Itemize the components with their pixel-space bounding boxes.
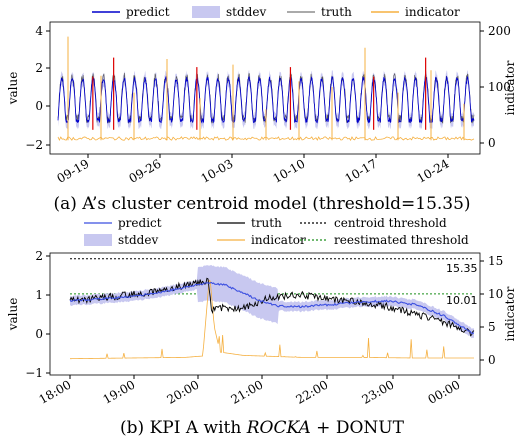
- x-tick-label-a: 10-03: [199, 156, 236, 185]
- x-tick-label-a: 09-19: [55, 156, 92, 185]
- x-tick-label-a: 10-10: [271, 156, 308, 185]
- plot-area-a: [49, 21, 481, 155]
- y2-axis-title-a: indicator: [503, 60, 517, 115]
- legend-b-centroid: centroid threshold: [334, 216, 447, 230]
- legend-b-truth: truth: [251, 216, 282, 230]
- legend-b-reestimated: reestimated threshold: [334, 233, 469, 247]
- caption-a: (a) A’s cluster centroid model (threshol…: [53, 194, 470, 214]
- y2-tick-label-a: 0: [488, 136, 496, 150]
- legend-b-stddev: stddev: [118, 233, 158, 247]
- x-tick-label-a: 09-26: [127, 156, 164, 185]
- y2-axis-b: 15 10 5 0 indicator: [480, 254, 517, 367]
- caption-b-italic: ROCKA: [246, 418, 311, 438]
- y2-tick-label-b: 0: [488, 353, 496, 367]
- x-tick-label-b: 21:00: [229, 377, 266, 406]
- legend-a: predict stddev truth indicator: [92, 5, 460, 19]
- x-axis-a: 09-19 09-26 10-03 10-10 10-17 10-24: [55, 154, 452, 186]
- caption-b-suffix: + DONUT: [311, 418, 405, 438]
- legend-a-stddev-swatch: [192, 6, 220, 18]
- y-tick-label-a: 0: [35, 99, 43, 113]
- legend-b-predict: predict: [118, 216, 162, 230]
- caption-b-prefix: (b) KPI A with: [120, 418, 247, 438]
- y2-tick-label-b: 10: [488, 287, 503, 301]
- legend-a-predict: predict: [126, 5, 170, 19]
- stddev-band-b: [70, 264, 474, 339]
- series-b: [69, 258, 475, 360]
- indicator-line-b: [69, 279, 474, 360]
- x-tick-label-b: 00:00: [426, 377, 463, 406]
- y-axis-b: 2 1 0 −1 value: [6, 249, 50, 380]
- y2-tick-label-b: 15: [488, 254, 503, 268]
- x-axis-b: 18:00 19:00 20:00 21:00 22:00 23:00 00:0…: [37, 375, 463, 407]
- plot-area-b: [49, 252, 481, 376]
- y-axis-title-a: value: [6, 72, 20, 106]
- y2-tick-label-a: 200: [488, 24, 511, 38]
- caption-b: (b) KPI A with ROCKA + DONUT: [120, 418, 405, 438]
- reestimated-threshold-label: 10.01: [446, 294, 478, 307]
- y2-tick-label-a: 100: [488, 80, 511, 94]
- predict-line-b: [69, 281, 475, 335]
- y-tick-label-a: 2: [35, 61, 43, 75]
- legend-a-indicator: indicator: [405, 5, 460, 19]
- y-axis-title-b: value: [6, 298, 20, 332]
- centroid-threshold-label: 15.35: [446, 262, 478, 275]
- y2-tick-label-b: 5: [488, 320, 496, 334]
- y2-axis-a: 200 100 0 indicator: [480, 24, 517, 150]
- legend-b: predict truth centroid threshold stddev …: [84, 216, 469, 247]
- x-tick-label-a: 10-17: [343, 156, 380, 185]
- y-tick-label-b: −1: [25, 366, 43, 380]
- legend-a-truth: truth: [321, 5, 352, 19]
- truth-line-b: [69, 277, 475, 337]
- y2-axis-title-b: indicator: [503, 286, 517, 341]
- legend-b-indicator: indicator: [251, 233, 306, 247]
- chart-a: predict stddev truth indicator 4 2 0 −2 …: [6, 5, 517, 214]
- legend-b-stddev-swatch: [84, 234, 112, 246]
- y-axis-a: 4 2 0 −2 value: [6, 24, 50, 152]
- y-tick-label-a: 4: [35, 24, 43, 38]
- x-tick-label-b: 18:00: [37, 377, 74, 406]
- x-tick-label-a: 10-24: [415, 156, 452, 186]
- y-tick-label-b: 0: [35, 327, 43, 341]
- x-tick-label-b: 20:00: [165, 377, 202, 406]
- x-tick-label-b: 19:00: [101, 377, 138, 406]
- x-tick-label-b: 22:00: [294, 377, 331, 406]
- series-a: [57, 36, 475, 142]
- chart-b: predict truth centroid threshold stddev …: [6, 216, 517, 438]
- y-tick-label-a: −2: [25, 138, 43, 152]
- y-tick-label-b: 1: [35, 288, 43, 302]
- legend-a-stddev: stddev: [226, 5, 266, 19]
- x-tick-label-b: 23:00: [360, 377, 397, 406]
- y-tick-label-b: 2: [35, 249, 43, 263]
